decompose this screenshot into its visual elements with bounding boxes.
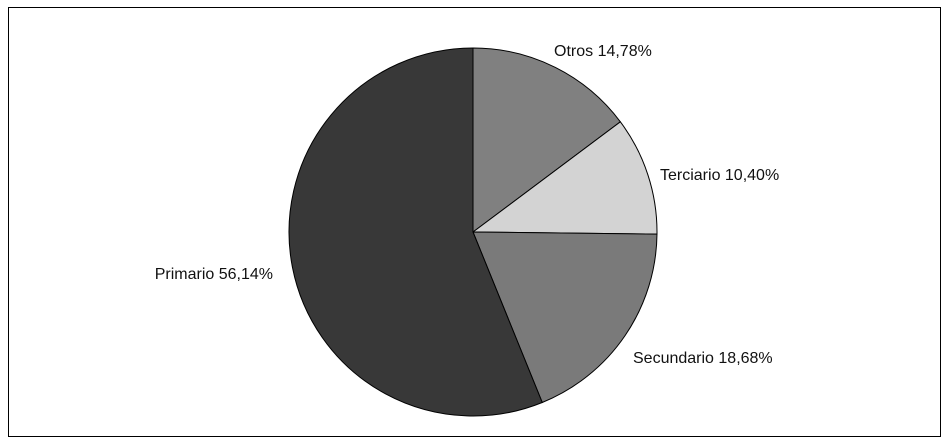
slice-label-terciario: Terciario 10,40% [660, 167, 779, 184]
slice-label-otros: Otros 14,78% [554, 43, 652, 60]
pie-slice-terciario [471, 121, 658, 235]
pie-slice-primario [288, 47, 543, 417]
pie-slice-secundario [472, 231, 658, 404]
pie-chart: Otros 14,78% Terciario 10,40% Secundario 1… [155, 43, 779, 417]
pie-slice-otros [472, 47, 622, 233]
slice-label-secundario: Secundario 18,68% [633, 350, 773, 367]
chart-frame: Otros 14,78% Terciario 10,40% Secundario 1… [8, 7, 941, 437]
pie-slices [288, 47, 658, 417]
pie-labels: Otros 14,78% Terciario 10,40% Secundario 1… [155, 43, 779, 367]
slice-label-primario: Primario 56,14% [155, 266, 273, 283]
